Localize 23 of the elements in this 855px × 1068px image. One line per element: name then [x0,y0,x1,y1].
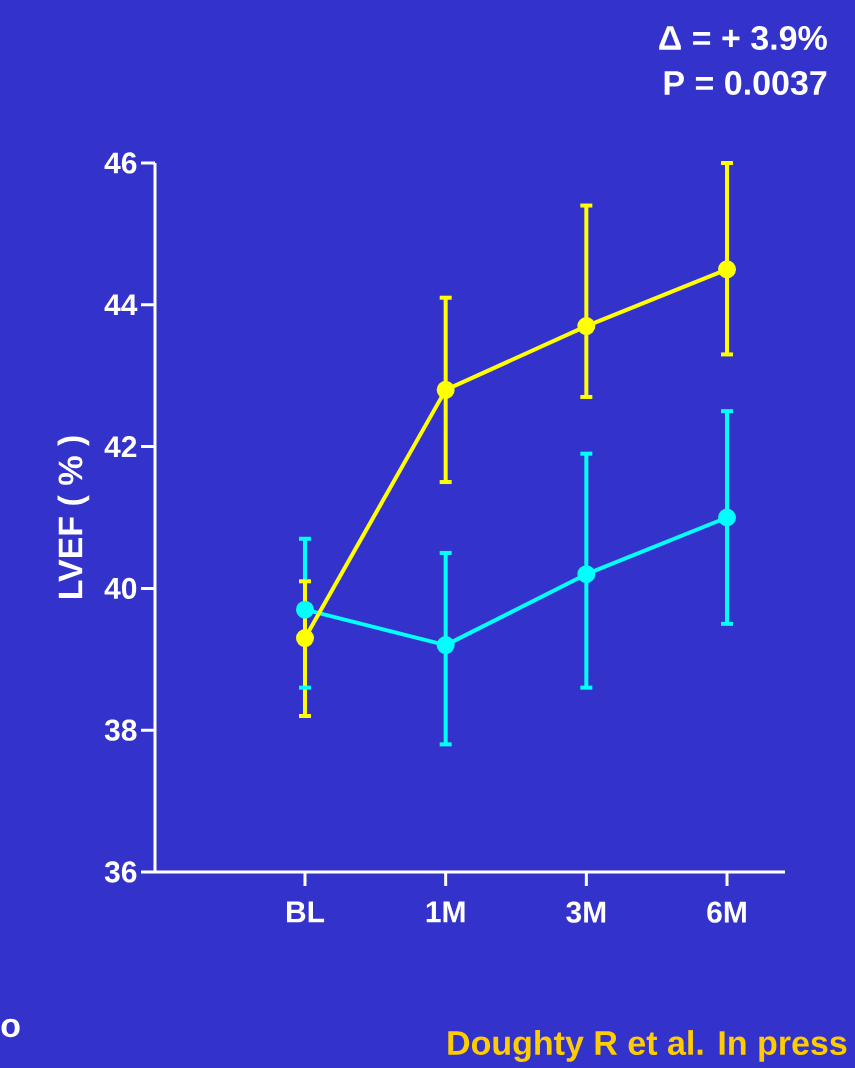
y-tick-label: 42 [104,436,137,458]
x-tick-label: 1M [426,901,465,923]
text: o [1,1018,20,1038]
y-tick-label: 44 [104,294,138,316]
point [296,600,314,619]
point [718,508,737,527]
point [577,565,596,584]
y-tick-label: 46 [104,152,137,174]
y-tick-label: 40 [104,577,137,600]
text: Δ = + 3.9% [659,25,827,51]
x-tick-label: 3M [566,901,606,923]
text: P = 0.0037 [664,70,827,96]
x-tick-label: 6M [707,901,746,923]
point [436,380,455,399]
y-tick-label: 38 [104,719,137,741]
point [296,629,314,648]
point [718,260,737,279]
text: Doughty R et al. In press [448,1030,847,1062]
y-tick-label: 36 [104,861,137,883]
y-axis-title: LVEF ( % ) [57,436,90,599]
point [436,636,455,655]
point [577,317,596,336]
x-tick-label: BL [287,901,325,923]
